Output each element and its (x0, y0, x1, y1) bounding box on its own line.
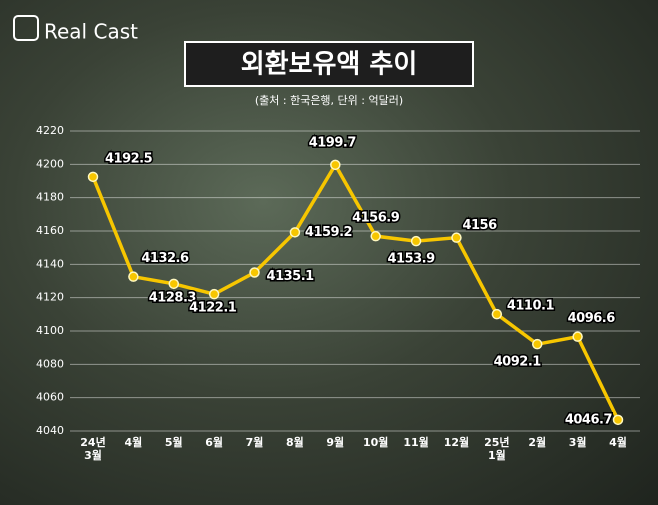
data-label: 4199.7 (309, 135, 357, 150)
chart-title: 외환보유액 추이 (241, 50, 418, 80)
x-tick-label: 6월 (205, 436, 224, 449)
y-tick-label: 4200 (36, 157, 64, 170)
data-point (612, 414, 624, 426)
x-tick-label: 25년 1월 (484, 436, 510, 462)
x-tick-label: 3월 (568, 436, 587, 449)
logo-icon (13, 15, 39, 41)
x-tick-label: 4월 (609, 436, 627, 449)
subtitle: (출처 : 한국은행, 단위 : 억달러) (255, 94, 403, 107)
x-tick-label: 2월 (528, 436, 547, 449)
brand: Real Cast (44, 20, 138, 44)
data-label: 4128.3 (149, 290, 197, 305)
data-point (572, 331, 583, 342)
data-point (531, 338, 543, 350)
y-tick-label: 4180 (36, 191, 64, 204)
x-tick-label: 24년 3월 (80, 436, 106, 462)
data-point (289, 227, 301, 238)
data-label: 4192.5 (105, 151, 153, 166)
data-label: 4096.6 (568, 311, 616, 326)
data-point (128, 271, 139, 282)
series-line (91, 161, 620, 421)
y-tick-label: 4040 (36, 424, 64, 437)
x-tick-label: 4월 (124, 436, 143, 449)
data-point (410, 235, 422, 247)
data-label: 4046.7 (565, 412, 613, 427)
data-point (208, 288, 220, 300)
x-tick-label: 11월 (403, 436, 429, 449)
y-tick-label: 4140 (36, 257, 64, 270)
x-tick-label: 8월 (286, 436, 304, 449)
data-label: 4156 (462, 218, 497, 233)
data-label: 4110.1 (507, 299, 555, 314)
y-tick-label: 4060 (36, 391, 64, 404)
data-point (330, 159, 341, 171)
x-tick-label: 10월 (362, 436, 389, 449)
data-label: 4156.9 (352, 211, 400, 226)
data-point (168, 278, 180, 290)
title-box (184, 41, 474, 87)
x-tick-label: 12월 (443, 436, 470, 449)
data-label: 4122.1 (189, 301, 237, 316)
data-label: 4132.6 (141, 251, 189, 266)
y-tick-label: 4120 (36, 291, 64, 304)
data-label: 4092.1 (494, 355, 542, 370)
y-tick-label: 4080 (36, 357, 64, 370)
y-tick-label: 4100 (36, 324, 64, 337)
data-point (370, 230, 381, 242)
data-point (87, 171, 99, 183)
x-tick-label: 9월 (326, 436, 345, 449)
data-point (451, 232, 462, 243)
x-tick-label: 7월 (245, 436, 264, 449)
data-label: 4159.2 (305, 225, 352, 240)
data-label: 4135.1 (267, 269, 315, 284)
data-point (249, 267, 260, 278)
y-tick-label: 4160 (36, 224, 64, 237)
data-label: 4153.9 (387, 252, 435, 267)
x-tick-label: 5월 (164, 436, 183, 449)
y-tick-label: 4220 (36, 124, 64, 137)
data-point (491, 308, 503, 320)
